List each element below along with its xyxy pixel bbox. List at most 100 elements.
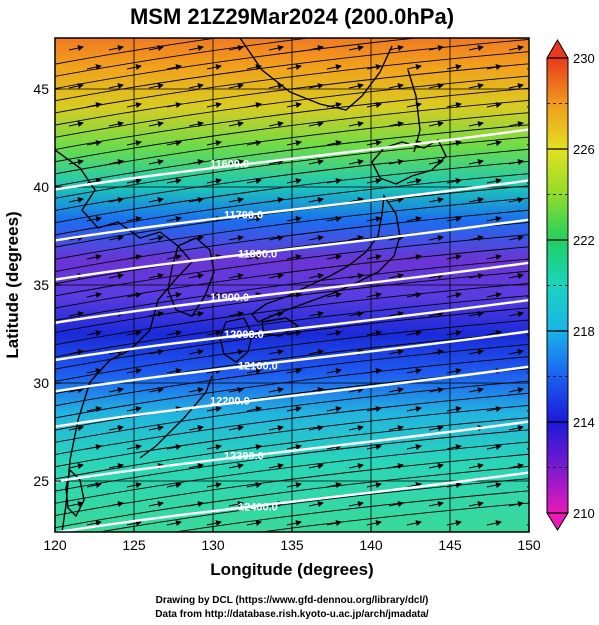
wind-arrow — [166, 444, 182, 450]
colorbar-scale — [546, 57, 569, 514]
wind-arrow — [326, 482, 342, 488]
wind-arrow — [308, 349, 324, 355]
wind-arrow — [388, 197, 404, 203]
wind-arrow — [446, 292, 462, 298]
wind-arrow — [428, 463, 444, 469]
wind-arrow — [166, 368, 182, 374]
streamline — [55, 124, 529, 187]
wind-arrow — [348, 501, 364, 507]
streamline — [55, 429, 529, 492]
wind-arrow — [468, 83, 484, 89]
wind-arrow — [486, 254, 502, 260]
wind-arrow — [188, 197, 204, 203]
wind-arrow — [148, 425, 164, 431]
wind-arrow — [286, 140, 302, 146]
streamline — [97, 478, 529, 532]
wind-arrow — [308, 83, 324, 89]
wind-arrow — [508, 83, 524, 89]
x-tick-label: 135 — [280, 537, 304, 553]
wind-arrow — [126, 406, 142, 412]
wind-arrow — [428, 311, 444, 317]
wind-arrow — [308, 425, 324, 431]
wind-arrow — [348, 463, 364, 469]
height-contour-line — [55, 420, 529, 483]
wind-arrow — [286, 178, 302, 184]
wind-arrow — [68, 425, 84, 431]
wind-arrow — [468, 45, 484, 51]
wind-arrow — [206, 330, 222, 336]
wind-arrow — [388, 463, 404, 469]
wind-arrow — [446, 254, 462, 260]
wind-arrow — [68, 501, 84, 507]
colorbar-tick-label: 218 — [573, 324, 595, 339]
wind-arrow — [348, 311, 364, 317]
wind-arrow — [268, 311, 284, 317]
wind-arrow — [268, 463, 284, 469]
wind-arrow — [486, 140, 502, 146]
wind-arrow — [366, 520, 382, 526]
wind-arrow — [388, 273, 404, 279]
wind-arrow — [188, 311, 204, 317]
wind-arrow — [246, 482, 262, 488]
wind-arrow — [206, 64, 222, 70]
wind-arrow — [108, 463, 124, 469]
wind-arrow — [348, 235, 364, 241]
wind-arrow — [228, 311, 244, 317]
wind-arrow — [486, 292, 502, 298]
wind-arrow — [468, 501, 484, 507]
wind-arrow — [286, 444, 302, 450]
credit-drawing: Drawing by DCL (https://www.gfd-dennou.o… — [156, 595, 429, 606]
wind-arrow — [508, 197, 524, 203]
height-contour-label: 11600.0 — [210, 158, 249, 170]
wind-arrow — [446, 216, 462, 222]
height-contour-line — [55, 298, 529, 362]
wind-arrow — [126, 216, 142, 222]
coastline-siberia — [239, 38, 393, 111]
wind-arrow — [86, 368, 102, 374]
wind-arrow — [286, 64, 302, 70]
wind-arrow — [206, 520, 222, 526]
wind-arrow — [188, 501, 204, 507]
streamline — [55, 209, 529, 273]
credit-data: Data from http://database.rish.kyoto-u.a… — [155, 609, 429, 620]
y-axis-ticks: 25 30 35 40 45 — [33, 81, 61, 489]
colorbar: 210 214 218 222 226 230 — [546, 39, 595, 531]
streamline — [55, 51, 529, 114]
wind-arrow — [308, 235, 324, 241]
wind-arrow — [508, 121, 524, 127]
wind-arrow — [446, 368, 462, 374]
wind-arrow — [286, 368, 302, 374]
height-contour-label: 12200.0 — [210, 396, 250, 408]
wind-arrow — [86, 64, 102, 70]
wind-arrow — [268, 197, 284, 203]
wind-arrow — [228, 45, 244, 51]
wind-arrow — [166, 64, 182, 70]
wind-arrow — [508, 235, 524, 241]
streamline — [55, 246, 529, 309]
wind-arrow — [468, 273, 484, 279]
streamline — [55, 356, 529, 419]
wind-arrow — [326, 520, 342, 526]
wind-arrow — [108, 45, 124, 51]
wind-arrow — [428, 387, 444, 393]
colorbar-min-triangle — [546, 512, 569, 531]
wind-arrow — [406, 368, 422, 374]
wind-arrow — [508, 349, 524, 355]
x-tick-label: 120 — [43, 537, 67, 553]
height-contours: 11600.0 11700.0 11800.0 11900.0 12000.0 12100… — [55, 128, 529, 532]
wind-arrow — [188, 463, 204, 469]
wind-arrow — [468, 235, 484, 241]
wind-arrow — [86, 102, 102, 108]
wind-arrow — [406, 406, 422, 412]
wind-arrow — [326, 330, 342, 336]
wind-arrow — [326, 140, 342, 146]
wind-arrow — [326, 292, 342, 298]
wind-arrow — [246, 254, 262, 260]
wind-arrow — [228, 463, 244, 469]
streamline — [55, 392, 529, 456]
wind-arrow — [326, 254, 342, 260]
colorbar-tick-label: 210 — [573, 506, 595, 521]
x-tick-label: 145 — [438, 537, 462, 553]
colorbar-ticks: 210 214 218 222 226 230 — [547, 51, 595, 521]
wind-arrow — [468, 197, 484, 203]
